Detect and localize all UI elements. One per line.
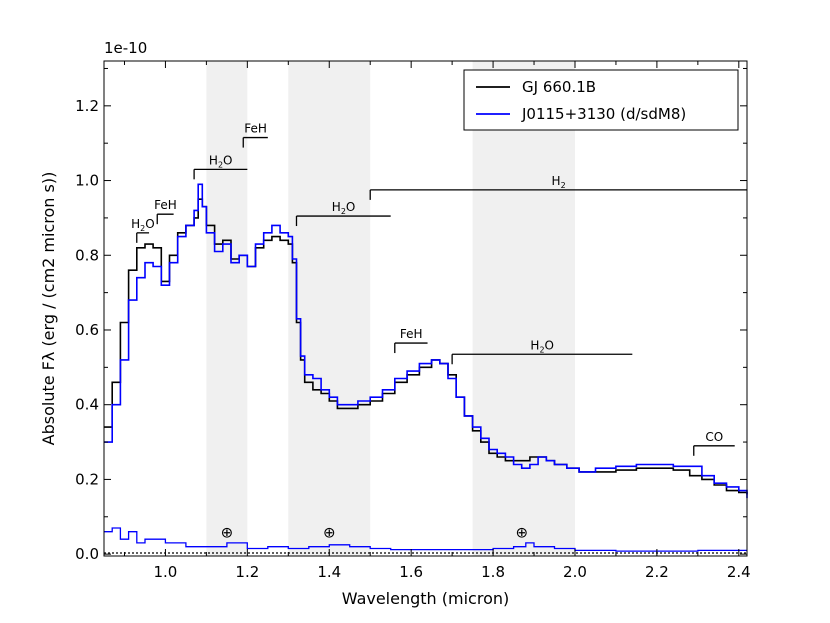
telluric-markers: ⊕ ⊕ ⊕ bbox=[221, 523, 528, 541]
x-tick-label: 1.4 bbox=[317, 563, 341, 581]
x-tick-label: 1.6 bbox=[399, 563, 423, 581]
y-axis-ticks: 0.0 0.2 0.4 0.6 0.8 1.0 1.2 bbox=[75, 67, 747, 563]
annotation-label: H2O bbox=[209, 153, 233, 169]
legend: GJ 660.1B J0115+3130 (d/sdM8) bbox=[463, 69, 739, 131]
y-tick-label: 0.2 bbox=[75, 470, 99, 488]
x-axis-title: Wavelength (micron) bbox=[342, 589, 509, 608]
y-tick-label: 1.0 bbox=[75, 172, 99, 190]
legend-label-1: J0115+3130 (d/sdM8) bbox=[521, 105, 686, 123]
annotation-label: FeH bbox=[244, 122, 267, 136]
x-tick-label: 2.4 bbox=[727, 563, 751, 581]
y-tick-label: 0.8 bbox=[75, 246, 99, 264]
series-lines bbox=[104, 183, 748, 554]
x-axis-ticks: 1.0 1.2 1.4 1.6 1.8 2.0 2.2 2.4 bbox=[123, 61, 751, 581]
series-line-0 bbox=[104, 198, 748, 495]
annotation-label: CO bbox=[705, 430, 723, 444]
feature-annotation-8: CO bbox=[693, 430, 735, 456]
feature-annotation-7: H2O bbox=[451, 338, 633, 365]
y-tick-label: 0.0 bbox=[75, 545, 99, 563]
telluric-bands bbox=[206, 61, 575, 556]
annotation-label: H2O bbox=[530, 338, 554, 354]
x-tick-label: 2.0 bbox=[563, 563, 587, 581]
legend-label-0: GJ 660.1B bbox=[522, 78, 596, 96]
x-tick-label: 1.0 bbox=[154, 563, 178, 581]
x-tick-label: 1.2 bbox=[235, 563, 259, 581]
telluric-band-0 bbox=[206, 61, 248, 556]
telluric-band-2 bbox=[472, 61, 575, 556]
annotation-label: FeH bbox=[400, 327, 423, 341]
x-tick-label: 2.2 bbox=[645, 563, 669, 581]
y-scale-label: 1e-10 bbox=[104, 39, 147, 57]
y-tick-label: 0.4 bbox=[75, 396, 99, 414]
telluric-marker-0: ⊕ bbox=[221, 523, 234, 541]
y-tick-label: 1.2 bbox=[75, 97, 99, 115]
annotation-label: H2O bbox=[332, 200, 356, 216]
annotation-label: H2O bbox=[131, 217, 155, 233]
annotation-label: FeH bbox=[154, 198, 177, 212]
telluric-marker-2: ⊕ bbox=[515, 523, 528, 541]
feature-annotation-4: H2O bbox=[295, 200, 391, 227]
feature-annotation-1: FeH bbox=[154, 198, 177, 225]
series-line-1 bbox=[104, 183, 748, 499]
y-tick-label: 0.6 bbox=[75, 321, 99, 339]
y-axis-title: Absolute Fλ (erg / (cm2 micron s)) bbox=[39, 172, 58, 446]
feature-annotation-6: FeH bbox=[394, 327, 428, 354]
legend-box bbox=[463, 69, 739, 131]
plot-frame bbox=[103, 60, 748, 557]
feature-annotation-3: FeH bbox=[242, 122, 268, 148]
x-tick-label: 1.8 bbox=[481, 563, 505, 581]
telluric-marker-1: ⊕ bbox=[323, 523, 336, 541]
feature-annotation-2: H2O bbox=[193, 153, 248, 180]
series-line-2 bbox=[104, 527, 747, 552]
telluric-band-1 bbox=[288, 61, 371, 556]
feature-annotation-0: H2O bbox=[131, 217, 155, 243]
